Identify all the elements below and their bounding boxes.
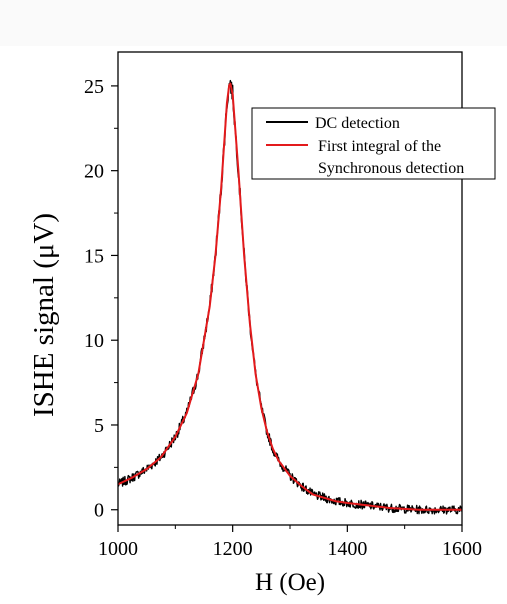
- tick-labels: 1000 1200 1400 1600 0 5 10 15 20 25: [84, 76, 482, 560]
- y-tick-label: 0: [94, 500, 104, 522]
- legend-box: [251, 107, 496, 180]
- legend-label-dc: DC detection: [315, 115, 400, 132]
- axis-ticks: [111, 85, 463, 532]
- y-tick-label: 15: [84, 245, 104, 267]
- page-header-strip: [0, 0, 507, 46]
- x-axis-label: H (Oe): [255, 569, 325, 596]
- y-tick-label: 20: [84, 161, 104, 183]
- series-line-1: [118, 82, 462, 511]
- legend-label-integral-line2: Synchronous detection: [318, 160, 464, 177]
- x-tick-label: 1200: [213, 538, 253, 560]
- y-tick-label: 10: [84, 330, 104, 352]
- series-layer: [118, 79, 462, 515]
- y-tick-label: 5: [94, 415, 104, 437]
- y-axis-label: ISHE signal (μV): [28, 213, 60, 417]
- legend-label-integral-line1: First integral of the: [318, 138, 441, 155]
- legend: DC detection First integral of the Synch…: [251, 107, 496, 180]
- series-line-0: [118, 79, 462, 515]
- x-tick-label: 1400: [327, 538, 367, 560]
- x-tick-label: 1600: [442, 538, 482, 560]
- x-tick-label: 1000: [98, 538, 138, 560]
- y-tick-label: 25: [84, 76, 104, 98]
